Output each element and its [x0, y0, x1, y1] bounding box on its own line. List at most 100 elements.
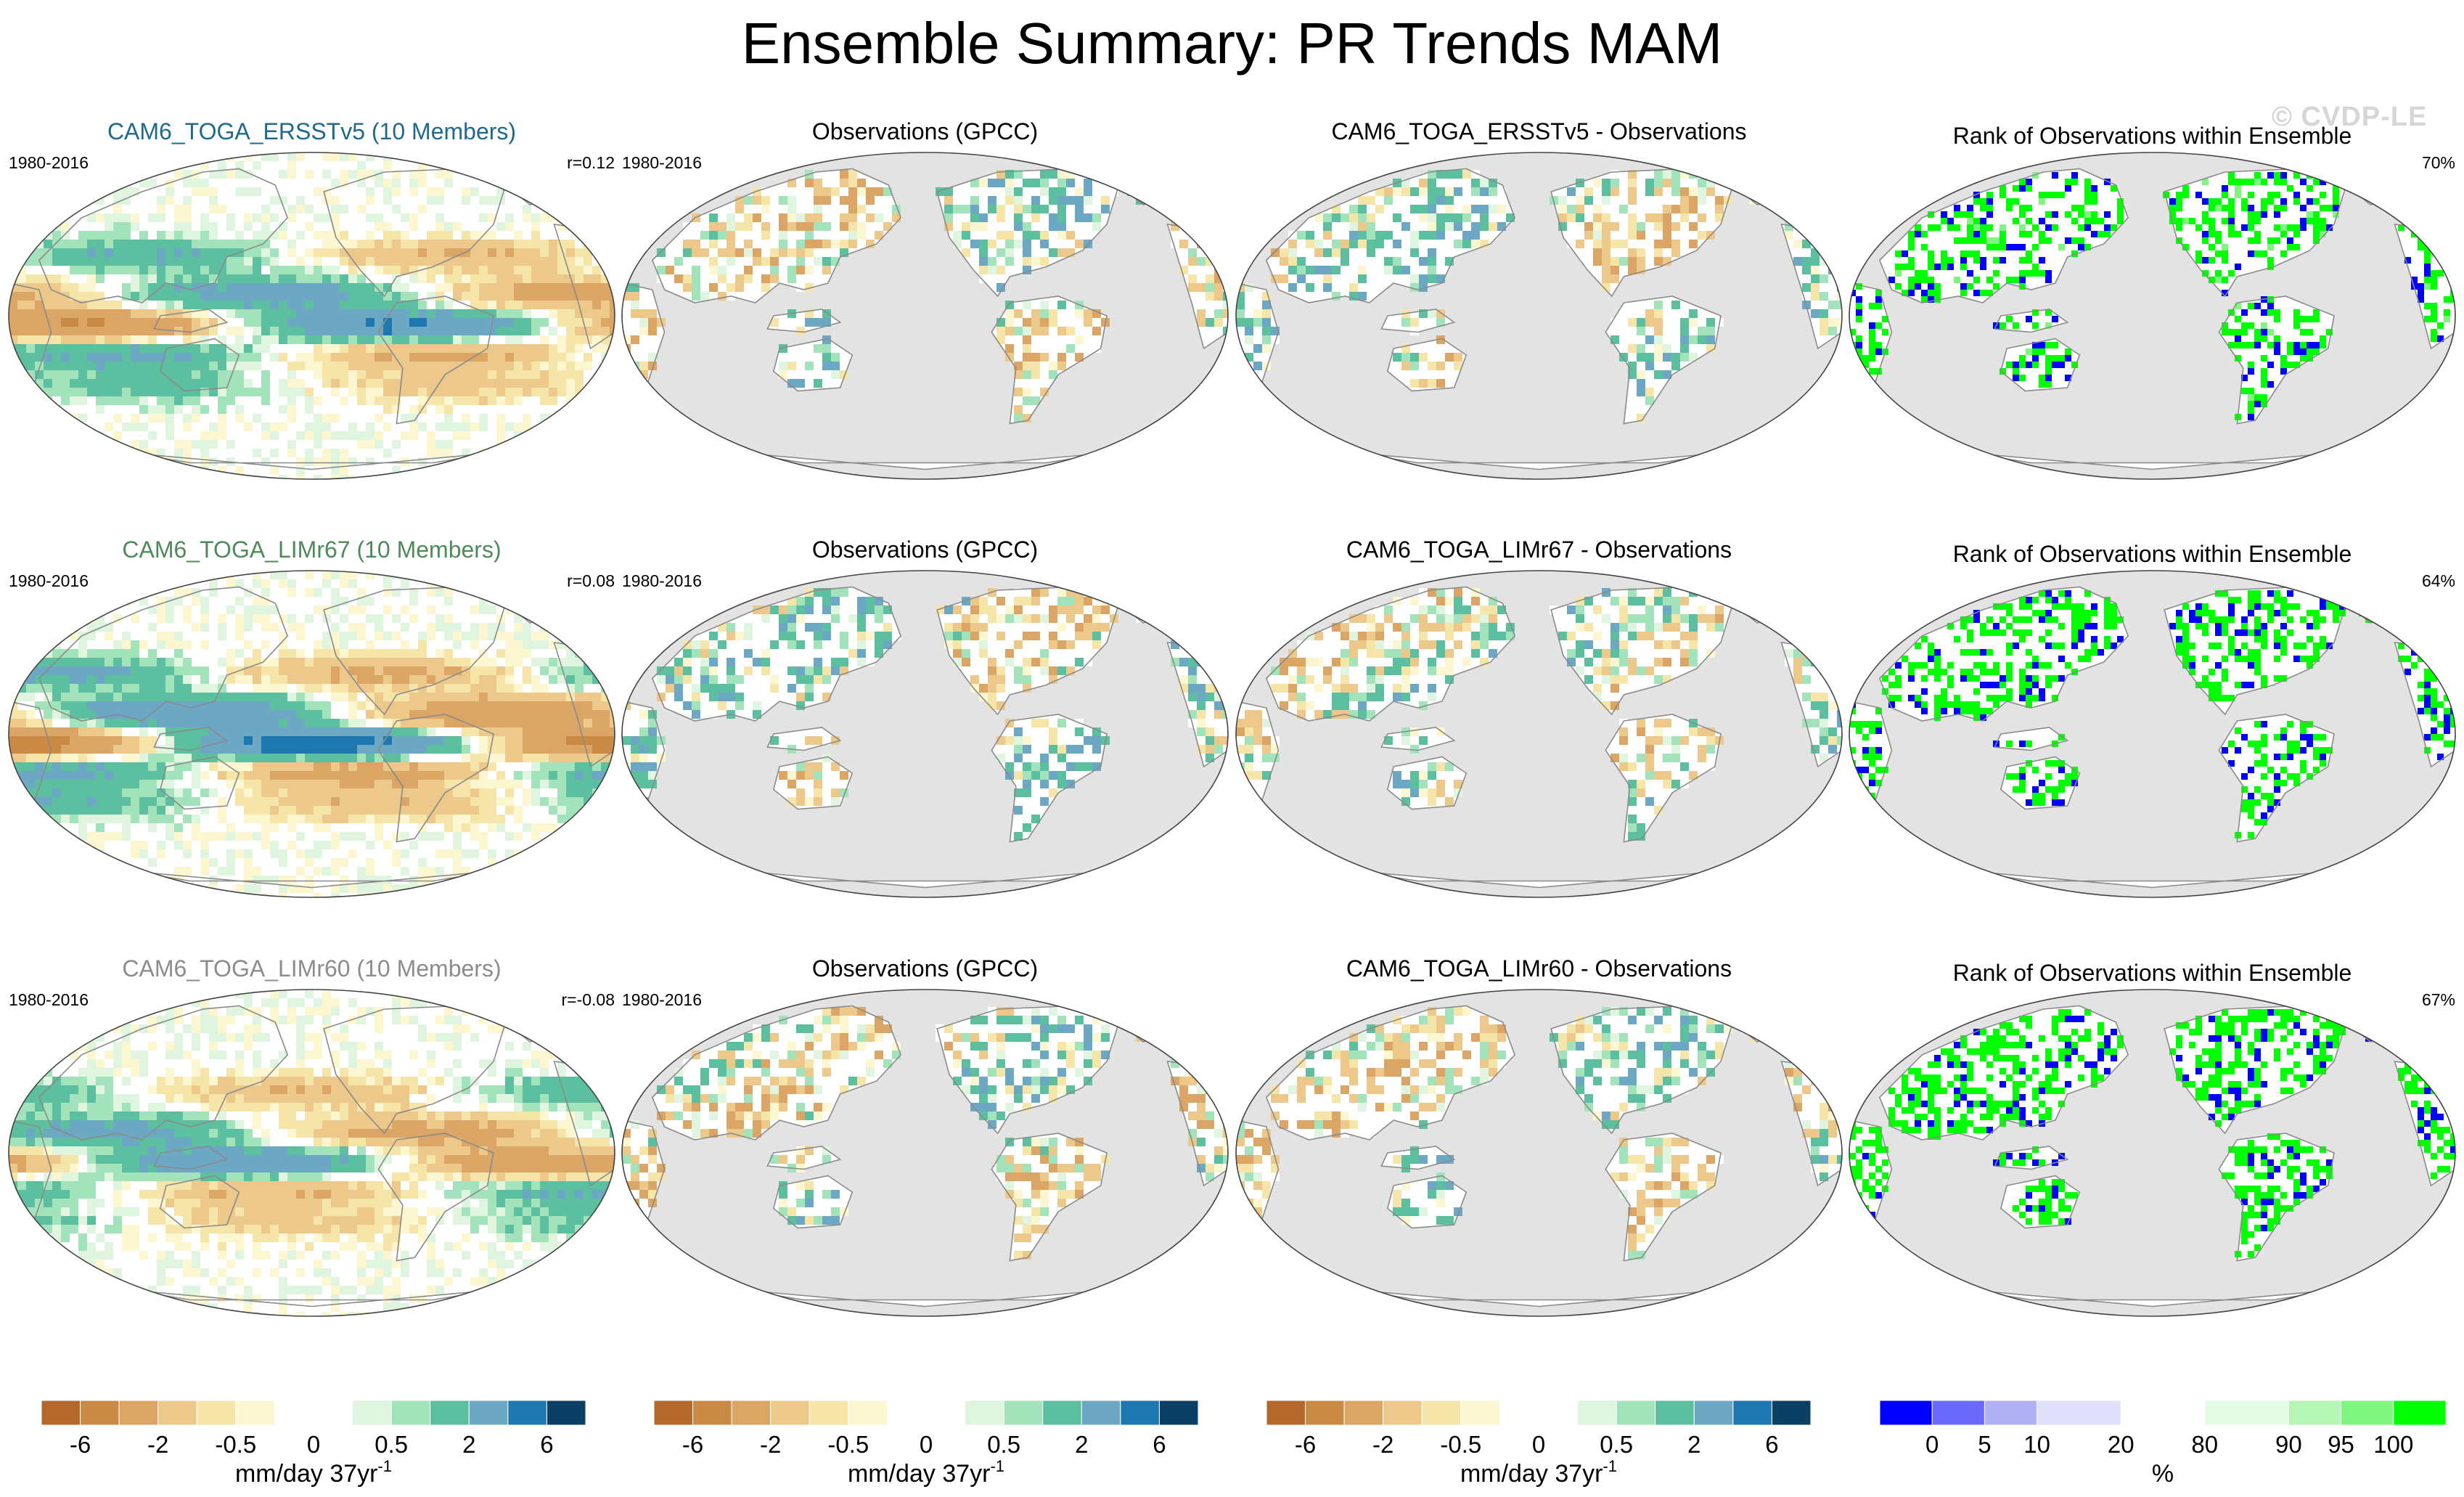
coastline: [1380, 1146, 1456, 1170]
coastline: [2218, 714, 2335, 843]
colorbar-tick: 90: [2275, 1431, 2302, 1458]
colorbar-swatch: [692, 1400, 732, 1426]
colorbar-tick: 80: [2191, 1431, 2218, 1458]
diff-panel-title: CAM6_TOGA_ERSSTv5 - Observations: [1331, 118, 1746, 144]
colorbar-tick: -2: [1372, 1431, 1393, 1458]
colorbar-swatch: [1120, 1400, 1160, 1426]
coastline: [772, 1175, 854, 1229]
colorbar-swatch: [1343, 1400, 1384, 1426]
colorbar-swatch: [468, 1400, 509, 1426]
colorbar-swatch: [653, 1400, 694, 1426]
colorbar-swatch: [925, 1400, 966, 1426]
coastline: [377, 295, 494, 425]
colorbar-swatch: [1732, 1400, 1772, 1426]
coastline: [159, 1175, 240, 1229]
colorbar-swatch: [274, 1400, 314, 1426]
obs-period-label: 1980-2016: [622, 153, 702, 172]
coastline: [1878, 1005, 2129, 1141]
colorbar-swatch: [1577, 1400, 1617, 1426]
colorbar-tick: 0: [1532, 1431, 1545, 1458]
colorbar-label: mm/day 37yr-1: [848, 1457, 1004, 1488]
coastline: [991, 1133, 1108, 1262]
colorbar-swatch: [1616, 1400, 1656, 1426]
colorbar-swatch: [430, 1400, 470, 1426]
coastline: [622, 282, 666, 399]
coastline: [2218, 295, 2335, 425]
coastline: [1849, 701, 1893, 817]
coastline: [1265, 586, 1516, 722]
colorbar-swatch: [1081, 1400, 1121, 1426]
coastline: [1380, 309, 1456, 333]
coastline: [2000, 1175, 2081, 1229]
coastline: [651, 1005, 902, 1141]
colorbar-swatch: [157, 1400, 197, 1426]
rank-percent: 70%: [2422, 153, 2455, 172]
coastline: [9, 1119, 52, 1236]
model-panel-title: CAM6_TOGA_ERSSTv5 (10 Members): [107, 118, 516, 144]
coastline: [153, 1146, 229, 1170]
colorbar-swatch: [313, 1400, 353, 1426]
map-panel-model: [8, 152, 615, 480]
map-border: [1235, 570, 1843, 898]
colorbar-swatch: [809, 1400, 849, 1426]
colorbar-swatch: [2037, 1400, 2121, 1426]
coastline: [159, 756, 240, 810]
map-border: [8, 152, 615, 480]
colorbar-swatch: [546, 1400, 586, 1426]
map-panel-obs: [621, 989, 1229, 1317]
colorbar-tick: -0.5: [215, 1431, 256, 1458]
rank-colorbar: 0 5 10 20 80 90 95 100%: [1879, 1400, 2447, 1488]
coastline: [9, 282, 52, 399]
coastline: [159, 338, 240, 392]
colorbar-tick: 2: [1075, 1431, 1088, 1458]
map-border: [1849, 989, 2456, 1317]
colorbar-tick: -0.5: [1440, 1431, 1481, 1458]
coastline: [2000, 338, 2081, 392]
coastline: [991, 714, 1108, 843]
model-panel-title: CAM6_TOGA_LIMr67 (10 Members): [122, 537, 501, 563]
map-border: [1235, 152, 1843, 480]
map-ocean: [1849, 990, 2455, 1316]
coastline: [622, 1119, 666, 1236]
colorbar-tick: 6: [1765, 1431, 1778, 1458]
trend-colorbar: -6 -2 -0.5 0 0.5 2 6 mm/day 37yr-1: [41, 1400, 586, 1488]
pattern-correlation: r=-0.08: [561, 990, 615, 1009]
colorbar-swatch: [1266, 1400, 1306, 1426]
colorbar-tick: 0: [307, 1431, 320, 1458]
colorbar-tick: 6: [1153, 1431, 1166, 1458]
coastline: [651, 168, 902, 303]
rank-percent: 64%: [2422, 571, 2455, 590]
colorbar-swatch: [2341, 1400, 2394, 1426]
colorbar-tick: 2: [1687, 1431, 1700, 1458]
colorbar-swatch: [1305, 1400, 1345, 1426]
trend-colorbar: -6 -2 -0.5 0 0.5 2 6 mm/day 37yr-1: [653, 1400, 1199, 1488]
map-panel-diff: [1235, 152, 1843, 480]
coastline: [1386, 756, 1468, 810]
colorbar-swatch: [1158, 1400, 1199, 1426]
model-panel-title: CAM6_TOGA_LIMr60 (10 Members): [122, 955, 501, 982]
coastline: [1605, 295, 1722, 425]
colorbar-tick: -2: [760, 1431, 781, 1458]
colorbar-swatch: [1460, 1400, 1500, 1426]
colorbar-tick: 0.5: [374, 1431, 408, 1458]
colorbar-label: mm/day 37yr-1: [1460, 1457, 1617, 1488]
pattern-correlation: r=0.12: [567, 153, 615, 172]
coastline: [1605, 714, 1722, 843]
rank-panel-title: Rank of Observations within Ensemble: [1953, 123, 2352, 149]
colorbar-swatch: [1499, 1400, 1539, 1426]
watermark: © CVDP-LE: [2272, 102, 2428, 132]
rank-percent: 67%: [2422, 990, 2455, 1009]
colorbar-swatch: [390, 1400, 431, 1426]
coastline: [1386, 1175, 1468, 1229]
colorbar-swatch: [1771, 1400, 1812, 1426]
colorbar-tick: -2: [147, 1431, 168, 1458]
coastline: [1265, 168, 1516, 303]
figure-title: Ensemble Summary: PR Trends MAM: [741, 11, 1723, 76]
colorbar-tick: 6: [540, 1431, 553, 1458]
coastline: [766, 727, 842, 751]
rank-panel-title: Rank of Observations within Ensemble: [1953, 960, 2352, 986]
colorbar-swatch: [196, 1400, 237, 1426]
colorbar-swatch: [2120, 1400, 2206, 1426]
colorbar-swatch: [1931, 1400, 1985, 1426]
colorbar-swatch: [235, 1400, 275, 1426]
